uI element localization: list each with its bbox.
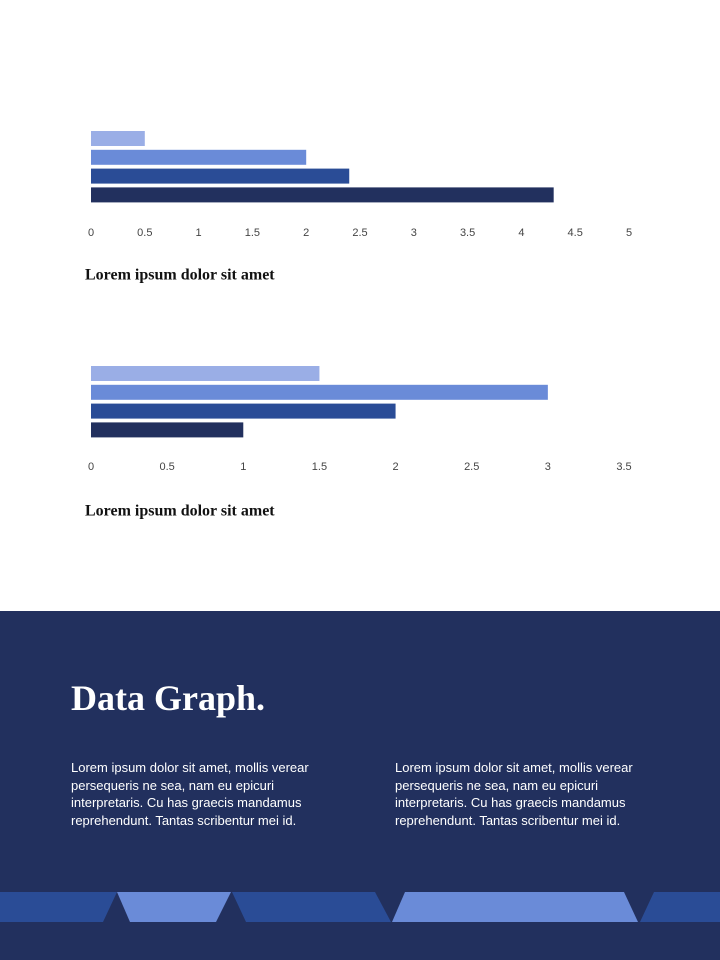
bar (91, 422, 244, 438)
paragraph: Lorem ipsum dolor sit amet, mollis verea… (395, 760, 633, 828)
bar (91, 403, 396, 419)
x-tick-label: 1 (240, 461, 246, 473)
x-tick-label: 4.5 (568, 227, 583, 239)
decor-band (0, 892, 720, 922)
bar (91, 366, 320, 381)
x-tick-label: 0.5 (159, 461, 174, 473)
bar (91, 187, 554, 203)
x-tick-label: 0 (88, 227, 94, 239)
x-tick-label: 0 (88, 461, 94, 473)
x-tick-label: 1.5 (312, 461, 327, 473)
decor-shape (392, 892, 638, 922)
chart-caption: Lorem ipsum dolor sit amet (85, 267, 275, 284)
x-tick-label: 3 (411, 227, 417, 239)
heading: Data Graph. (71, 678, 266, 718)
x-tick-label: 5 (626, 227, 632, 239)
charts: 0 0.5 1 1.5 2 2.5 3 3.5 4 4.5 5 Lorem ipsum dolor s… (85, 131, 632, 520)
x-tick-label: 3.5 (616, 461, 631, 473)
x-tick-label: 2.5 (352, 227, 367, 239)
x-tick-label: 1 (196, 227, 202, 239)
decor-shape (640, 892, 720, 922)
chart-caption: Lorem ipsum dolor sit amet (85, 503, 275, 520)
x-tick-label: 3 (545, 461, 551, 473)
x-tick-label: 0.5 (137, 227, 152, 239)
paragraph: Lorem ipsum dolor sit amet, mollis verea… (71, 760, 309, 828)
x-tick-label: 1.5 (245, 227, 260, 239)
bar (91, 168, 350, 184)
x-tick-label: 4 (518, 227, 524, 239)
decor-shape (117, 892, 231, 922)
x-tick-label: 2 (393, 461, 399, 473)
bar (91, 131, 145, 146)
decor-shape (232, 892, 391, 922)
bar (91, 149, 307, 165)
info-panel: Data Graph. Lorem ipsum dolor sit amet, … (0, 611, 720, 960)
decor-shape (0, 892, 117, 922)
bar (91, 384, 548, 400)
x-tick-label: 2.5 (464, 461, 479, 473)
x-tick-label: 2 (303, 227, 309, 239)
x-tick-label: 3.5 (460, 227, 475, 239)
